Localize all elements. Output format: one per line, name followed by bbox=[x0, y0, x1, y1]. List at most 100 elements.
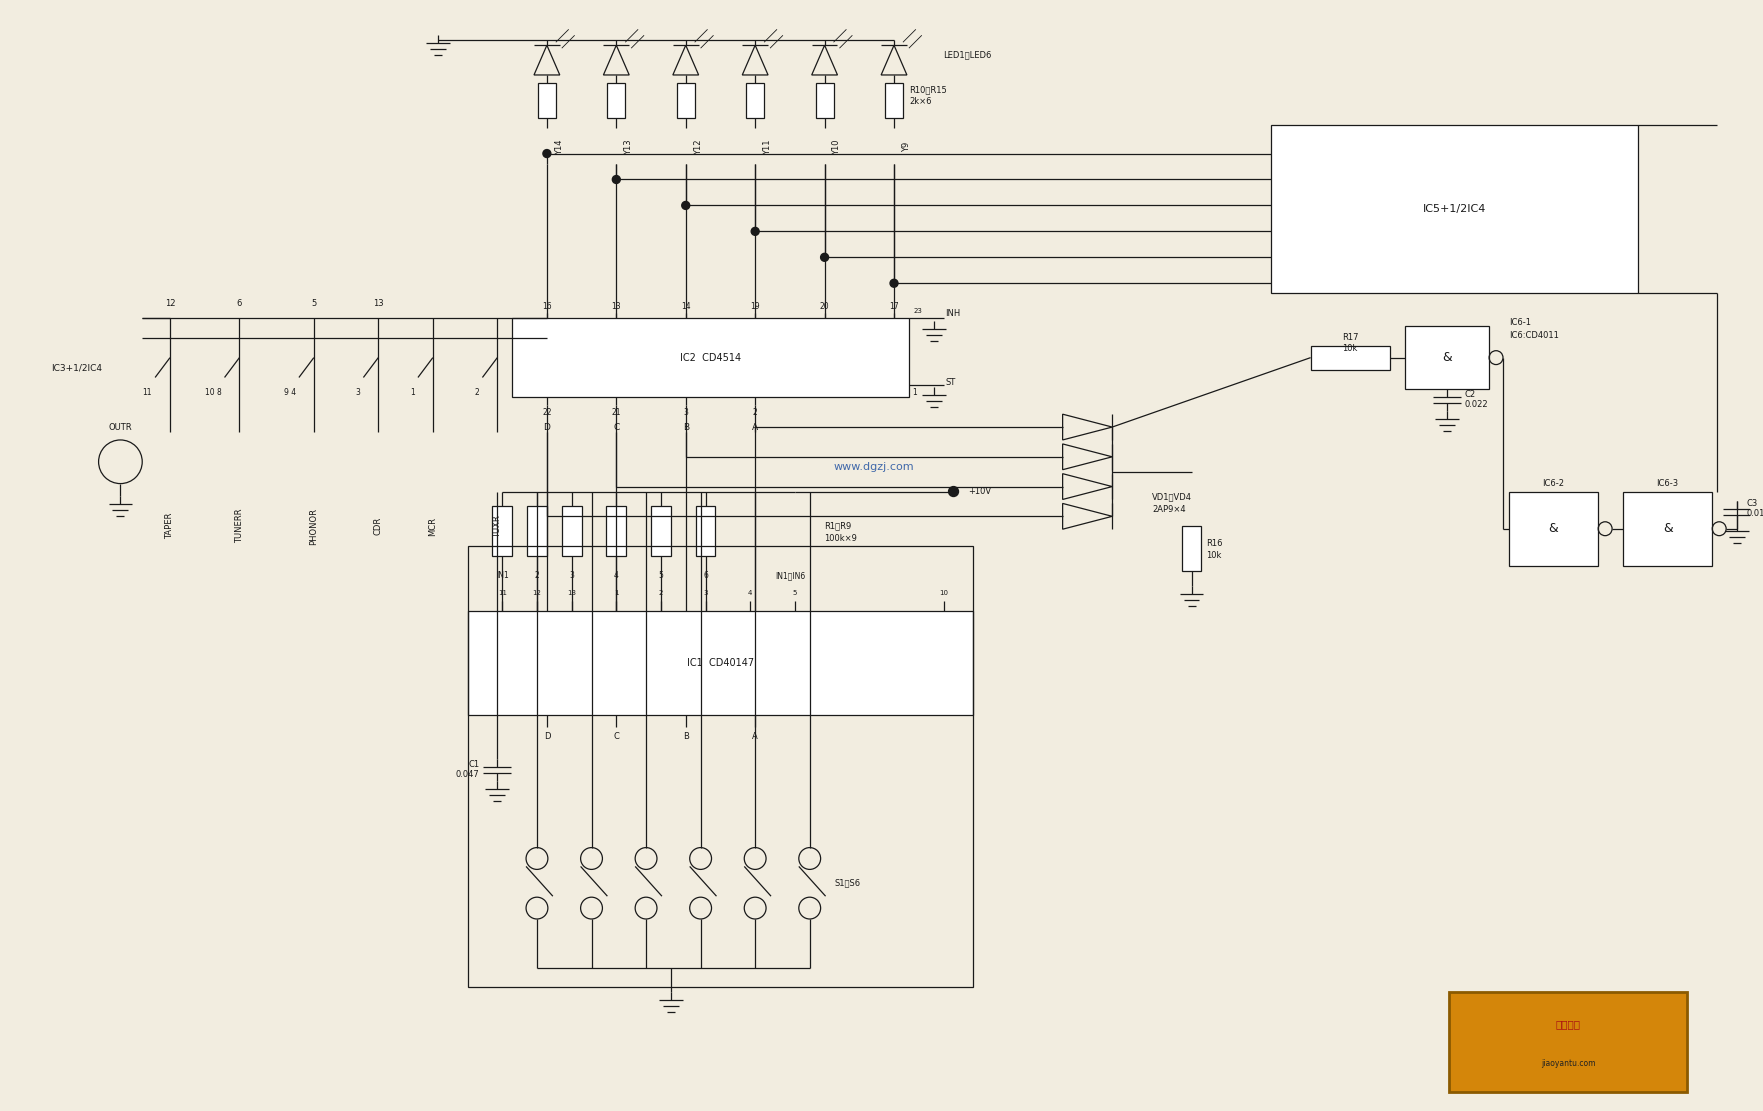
Text: C: C bbox=[614, 422, 619, 431]
Text: A: A bbox=[753, 422, 758, 431]
Text: 12: 12 bbox=[532, 590, 541, 595]
Text: 2: 2 bbox=[659, 590, 663, 595]
Text: 21: 21 bbox=[612, 408, 621, 417]
Circle shape bbox=[751, 228, 760, 236]
Text: +10V: +10V bbox=[968, 487, 991, 496]
Text: 14: 14 bbox=[681, 301, 691, 311]
Text: jiaoyantu.com: jiaoyantu.com bbox=[1541, 1059, 1596, 1069]
Text: 0.047: 0.047 bbox=[455, 770, 480, 779]
Text: &: & bbox=[1663, 522, 1673, 536]
Text: 3: 3 bbox=[703, 590, 707, 595]
Bar bbox=[527, 507, 547, 556]
Text: 11: 11 bbox=[143, 388, 152, 397]
Text: 5: 5 bbox=[793, 590, 797, 595]
Text: OUTR: OUTR bbox=[109, 422, 132, 431]
Text: 13: 13 bbox=[568, 590, 577, 595]
Bar bbox=[1271, 124, 1638, 293]
Text: IN1～IN6: IN1～IN6 bbox=[776, 571, 806, 580]
Bar bbox=[1449, 992, 1687, 1092]
Text: A: A bbox=[753, 732, 758, 741]
Text: 4: 4 bbox=[614, 571, 619, 580]
Circle shape bbox=[682, 201, 689, 209]
Text: R16: R16 bbox=[1206, 539, 1224, 548]
Text: LED1～LED6: LED1～LED6 bbox=[943, 51, 993, 60]
Circle shape bbox=[612, 176, 621, 183]
Text: TAPER: TAPER bbox=[166, 513, 175, 540]
Text: 23: 23 bbox=[913, 308, 922, 314]
Text: INH: INH bbox=[945, 309, 961, 318]
Text: &: & bbox=[1442, 351, 1451, 364]
Bar bbox=[467, 611, 973, 714]
Circle shape bbox=[820, 253, 829, 261]
Text: B: B bbox=[682, 422, 689, 431]
Text: 10 8: 10 8 bbox=[205, 388, 222, 397]
Text: 19: 19 bbox=[751, 301, 760, 311]
Bar bbox=[1310, 346, 1389, 370]
Text: 10k: 10k bbox=[1206, 551, 1222, 560]
Text: D: D bbox=[543, 422, 550, 431]
Text: PHONOR: PHONOR bbox=[309, 508, 319, 544]
Text: 2: 2 bbox=[474, 388, 480, 397]
Text: IC5+1/2IC4: IC5+1/2IC4 bbox=[1423, 203, 1486, 213]
Text: 5: 5 bbox=[312, 299, 316, 308]
Circle shape bbox=[543, 150, 550, 158]
Bar bbox=[816, 83, 834, 118]
Text: 12: 12 bbox=[164, 299, 175, 308]
Bar bbox=[538, 83, 555, 118]
Text: R1～R9: R1～R9 bbox=[825, 522, 852, 531]
Text: VD1～VD4: VD1～VD4 bbox=[1151, 492, 1192, 501]
Text: Y11: Y11 bbox=[763, 140, 772, 156]
Text: 20: 20 bbox=[820, 301, 829, 311]
Text: IC6-3: IC6-3 bbox=[1657, 479, 1678, 488]
Text: Y9: Y9 bbox=[903, 142, 911, 152]
Text: www.dgzj.com: www.dgzj.com bbox=[834, 462, 915, 472]
Text: 1: 1 bbox=[614, 590, 619, 595]
Text: 3: 3 bbox=[356, 388, 360, 397]
Text: 0.01: 0.01 bbox=[1747, 509, 1763, 518]
Text: ST: ST bbox=[945, 378, 956, 387]
Bar bbox=[885, 83, 903, 118]
Text: IC6-2: IC6-2 bbox=[1543, 479, 1564, 488]
Text: 17: 17 bbox=[889, 301, 899, 311]
Text: S1～S6: S1～S6 bbox=[834, 879, 860, 888]
Text: 9 4: 9 4 bbox=[284, 388, 296, 397]
Bar bbox=[467, 547, 973, 988]
Text: 0.022: 0.022 bbox=[1465, 400, 1488, 409]
Text: R10～R15: R10～R15 bbox=[910, 86, 947, 94]
Text: Y12: Y12 bbox=[693, 140, 703, 156]
Text: Y13: Y13 bbox=[624, 140, 633, 156]
Text: 2: 2 bbox=[534, 571, 539, 580]
Bar bbox=[513, 318, 910, 398]
Bar bbox=[1181, 527, 1201, 571]
Text: R17: R17 bbox=[1342, 333, 1359, 342]
Text: 4: 4 bbox=[748, 590, 753, 595]
Bar bbox=[651, 507, 672, 556]
Text: 10: 10 bbox=[940, 590, 948, 595]
Text: MCR: MCR bbox=[428, 517, 437, 536]
Text: 6: 6 bbox=[703, 571, 709, 580]
Text: 11: 11 bbox=[497, 590, 506, 595]
Text: C1: C1 bbox=[469, 760, 480, 769]
Text: 电工之家: 电工之家 bbox=[1557, 1019, 1581, 1029]
Text: CDR: CDR bbox=[374, 517, 383, 536]
Text: TUXR: TUXR bbox=[494, 514, 502, 538]
Text: 2AP9×4: 2AP9×4 bbox=[1151, 504, 1185, 514]
Text: D: D bbox=[543, 732, 550, 741]
Bar bbox=[562, 507, 582, 556]
Text: 3: 3 bbox=[569, 571, 575, 580]
Text: 13: 13 bbox=[374, 299, 384, 308]
Bar bbox=[677, 83, 695, 118]
Text: C2: C2 bbox=[1465, 390, 1476, 399]
Text: B: B bbox=[682, 732, 689, 741]
Text: 100k×9: 100k×9 bbox=[825, 533, 857, 542]
Bar bbox=[1509, 491, 1599, 565]
Text: 10k: 10k bbox=[1343, 344, 1358, 353]
Bar bbox=[608, 83, 626, 118]
Text: 1: 1 bbox=[911, 388, 917, 397]
Bar bbox=[492, 507, 513, 556]
Text: IC2  CD4514: IC2 CD4514 bbox=[681, 352, 740, 362]
Bar bbox=[1405, 326, 1490, 389]
Bar bbox=[606, 507, 626, 556]
Text: 16: 16 bbox=[541, 301, 552, 311]
Text: 2: 2 bbox=[753, 408, 758, 417]
